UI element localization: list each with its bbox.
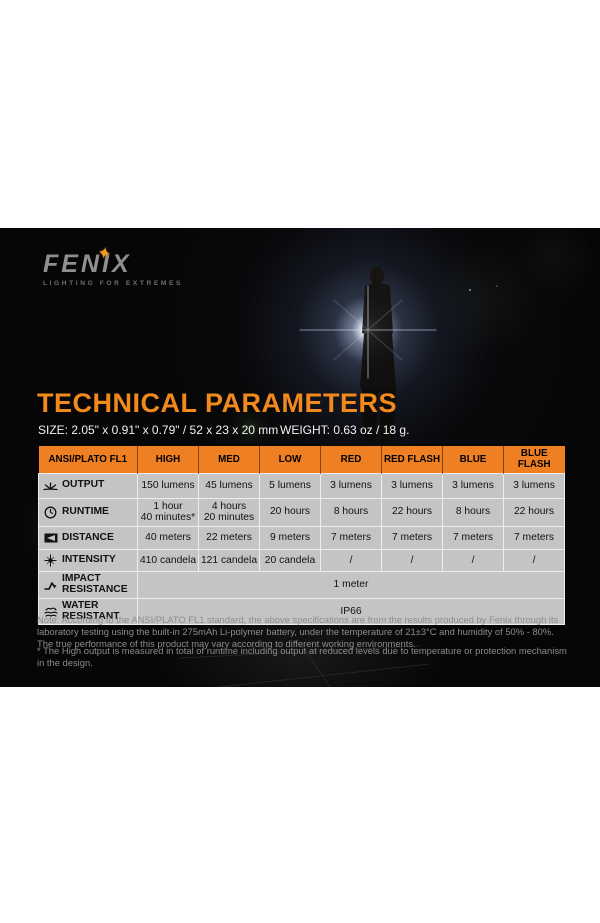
spec-table: ANSI/PLATO FL1 HIGH MED LOW RED RED FLAS… — [38, 446, 565, 626]
cell-distance-high: 40 meters — [137, 526, 199, 551]
cell-impact-resistance-value: 1 meter — [137, 571, 565, 599]
standard-note: Note: According to the ANSI/PLATO FL1 st… — [37, 614, 559, 650]
cell-intensity-low: 20 candela — [259, 549, 321, 573]
col-header-red: RED — [320, 446, 382, 473]
cell-runtime-blue: 8 hours — [442, 497, 504, 528]
impact-drop-icon — [43, 579, 58, 591]
table-header-row: ANSI/PLATO FL1 HIGH MED LOW RED RED FLAS… — [38, 446, 565, 473]
cell-output-med: 45 lumens — [198, 472, 260, 499]
cell-distance-blue: 7 meters — [442, 526, 504, 551]
cell-runtime-red: 8 hours — [320, 497, 382, 528]
beam-distance-icon — [43, 533, 58, 543]
cell-runtime-high: 1 hour 40 minutes* — [137, 497, 199, 528]
compass-intensity-icon — [43, 554, 58, 567]
row-label: INTENSITY — [62, 554, 116, 566]
table-row-output: OUTPUT 150 lumens 45 lumens 5 lumens 3 l… — [38, 472, 565, 499]
cell-distance-red: 7 meters — [320, 526, 382, 551]
col-header-blue-flash: BLUE FLASH — [503, 446, 565, 473]
weight-spec: WEIGHT: 0.63 oz / 18 g. — [280, 423, 409, 437]
row-label: DISTANCE — [62, 531, 114, 543]
col-header-low: LOW — [259, 446, 321, 473]
size-weight-line: SIZE: 2.05" x 0.91" x 0.79" / 52 x 23 x … — [38, 423, 565, 439]
cell-output-red-flash: 3 lumens — [381, 472, 443, 499]
row-label: WATER RESISTANT — [62, 599, 120, 622]
cell-runtime-low: 20 hours — [259, 497, 321, 528]
high-output-footnote: * The High output is measured in total o… — [37, 645, 567, 669]
cell-intensity-blue: / — [442, 549, 504, 573]
size-value: 2.05" x 0.91" x 0.79" / 52 x 23 x 20 mm — [71, 423, 279, 437]
col-header-red-flash: RED FLASH — [381, 446, 443, 473]
clock-runtime-icon — [43, 506, 58, 519]
cell-distance-low: 9 meters — [259, 526, 321, 551]
logo-tagline: LIGHTING FOR EXTREMES — [43, 280, 183, 287]
cell-runtime-red-flash: 22 hours — [381, 497, 443, 528]
table-row-impact-resistance: IMPACT RESISTANCE 1 meter — [38, 571, 565, 599]
cell-intensity-red-flash: / — [381, 549, 443, 573]
cell-intensity-blue-flash: / — [503, 549, 565, 573]
cell-intensity-med: 121 candela — [198, 549, 260, 573]
col-header-standard: ANSI/PLATO FL1 — [38, 446, 138, 473]
size-spec: SIZE: 2.05" x 0.91" x 0.79" / 52 x 23 x … — [38, 423, 278, 437]
table-row-distance: DISTANCE 40 meters 22 meters 9 meters 7 … — [38, 526, 565, 551]
cell-output-blue: 3 lumens — [442, 472, 504, 499]
cell-intensity-red: / — [320, 549, 382, 573]
row-label: IMPACT RESISTANCE — [62, 573, 128, 595]
fenix-logo: ✦ FENIX LIGHTING FOR EXTREMES — [43, 243, 243, 287]
cell-output-low: 5 lumens — [259, 472, 321, 499]
cell-distance-med: 22 meters — [198, 526, 260, 551]
table-row-intensity: INTENSITY 410 candela 121 candela 20 can… — [38, 549, 565, 573]
col-header-high: HIGH — [137, 446, 199, 473]
cell-runtime-med: 4 hours 20 minutes — [198, 497, 260, 528]
sunburst-output-icon — [43, 479, 58, 492]
cell-intensity-high: 410 candela — [137, 549, 199, 573]
section-title: TECHNICAL PARAMETERS — [37, 388, 398, 418]
cell-output-red: 3 lumens — [320, 472, 382, 499]
cell-distance-blue-flash: 7 meters — [503, 526, 565, 551]
table-row-runtime: RUNTIME 1 hour 40 minutes* 4 hours 20 mi… — [38, 497, 565, 528]
weight-value: 0.63 oz / 18 g. — [333, 423, 410, 437]
row-label: RUNTIME — [62, 505, 109, 517]
cell-output-high: 150 lumens — [137, 472, 199, 499]
water-waves-icon — [43, 606, 58, 618]
cell-runtime-blue-flash: 22 hours — [503, 497, 565, 528]
logo-brand-text: FENIX — [43, 250, 132, 278]
table-row-water-resistant: WATER RESISTANT IP66 — [38, 597, 565, 626]
cell-distance-red-flash: 7 meters — [381, 526, 443, 551]
col-header-blue: BLUE — [442, 446, 504, 473]
cell-output-blue-flash: 3 lumens — [503, 472, 565, 499]
size-label: SIZE: — [38, 423, 69, 437]
row-label: OUTPUT — [62, 479, 105, 491]
weight-label: WEIGHT: — [280, 423, 330, 437]
cell-water-resistant-value: IP66 — [137, 597, 565, 626]
col-header-med: MED — [198, 446, 260, 473]
